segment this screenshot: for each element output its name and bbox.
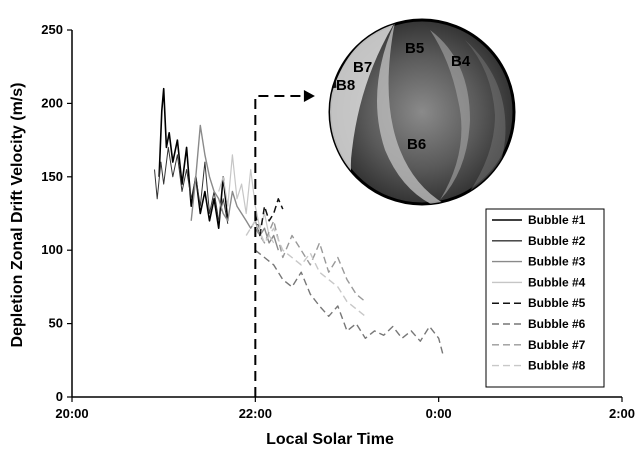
pointer-arrow-line (254, 95, 307, 397)
series-line-bubble-7 (254, 220, 366, 303)
series-line-bubble-1 (158, 87, 229, 229)
bubble-label-b7: B7 (353, 59, 372, 76)
legend-label-bubble-1: Bubble #1 (528, 213, 586, 227)
pointer-arrow-head (303, 90, 315, 103)
annotation-layer (254, 90, 315, 397)
series-line-bubble-2 (154, 146, 229, 224)
legend-box (485, 208, 605, 388)
x-tick-label: 2:00 (609, 406, 635, 421)
legend-label-bubble-6: Bubble #6 (528, 317, 586, 331)
x-tick-label: 0:00 (426, 406, 452, 421)
y-tick-label: 200 (41, 95, 63, 110)
series-line-bubble-4 (218, 154, 275, 244)
legend: Bubble #1 Bubble #2 Bubble #3 Bubble #4 Bubb… (485, 208, 605, 388)
axes: 0 50 100 150 200 250 20:00 22:00 0:00 2:00 (41, 22, 635, 421)
y-tick-label: 50 (49, 316, 63, 331)
series-line-bubble-3 (190, 124, 279, 251)
bubble-label-b6: B6 (407, 136, 426, 153)
y-tick-label: 100 (41, 242, 63, 257)
series-line-bubble-6 (254, 249, 444, 357)
y-tick-label: 250 (41, 22, 63, 37)
y-tick-label: 0 (56, 389, 63, 404)
y-tick-label: 150 (41, 169, 63, 184)
legend-label-bubble-7: Bubble #7 (528, 338, 586, 352)
series-layer (154, 87, 444, 357)
x-tick-label: 22:00 (239, 406, 272, 421)
bubble-label-b4: B4 (451, 53, 471, 70)
legend-label-bubble-4: Bubble #4 (528, 275, 586, 289)
legend-label-bubble-5: Bubble #5 (528, 296, 586, 310)
legend-label-bubble-2: Bubble #2 (528, 234, 586, 248)
legend-label-bubble-8: Bubble #8 (528, 359, 586, 373)
x-tick-label: 20:00 (55, 406, 88, 421)
x-axis-title: Local Solar Time (266, 431, 394, 448)
bubble-label-b5: B5 (405, 40, 424, 57)
bubble-label-b8: B8 (336, 77, 355, 94)
y-axis-title: Depletion Zonal Drift Velocity (m/s) (9, 83, 26, 348)
series-line-bubble-8 (245, 220, 366, 317)
series-line-bubble-5 (254, 198, 284, 237)
legend-label-bubble-3: Bubble #3 (528, 255, 586, 269)
all-sky-image: B5 B4 B7 B8 B6 (328, 18, 516, 206)
